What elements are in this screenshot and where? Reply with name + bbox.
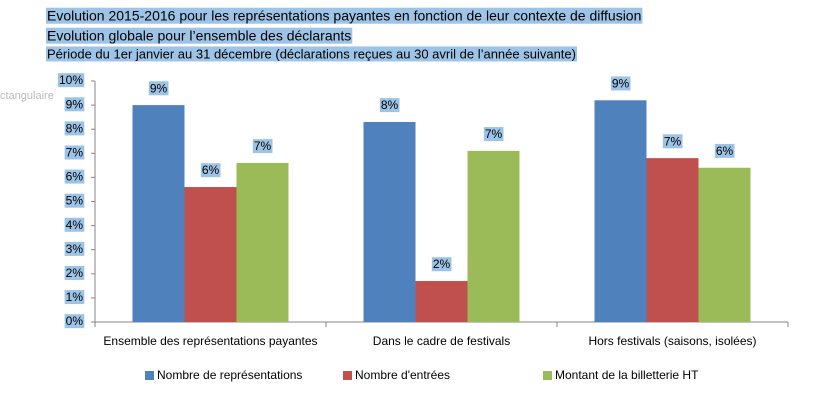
y-tick-label: 1%	[66, 290, 84, 304]
label-highlight	[148, 81, 169, 96]
label-highlight	[714, 143, 735, 158]
bar	[698, 167, 751, 322]
y-tick-label: 7%	[66, 145, 84, 159]
legend-label: Nombre de représentations	[157, 368, 302, 382]
overlay-text: ctangulaire	[0, 90, 54, 102]
value-label: 7%	[254, 139, 272, 153]
label-highlight	[610, 76, 631, 91]
label-highlight	[64, 314, 85, 329]
chart-note: Période du 1er janvier au 31 décembre (d…	[47, 46, 576, 61]
y-tick-label: 2%	[66, 266, 84, 280]
y-tick-label: 3%	[66, 242, 84, 256]
value-label: 9%	[612, 76, 630, 90]
label-highlight	[64, 265, 85, 280]
label-highlight	[64, 169, 85, 184]
chart-subtitle: Evolution globale pour l’ensemble des dé…	[47, 28, 351, 44]
value-label: 7%	[485, 127, 503, 141]
legend-label: Nombre d'entrées	[355, 368, 450, 382]
y-tick-label: 0%	[66, 314, 84, 328]
label-highlight	[64, 121, 85, 136]
bar	[363, 121, 416, 322]
y-tick-label: 9%	[66, 97, 84, 111]
legend-swatch	[343, 371, 352, 380]
label-highlight	[483, 127, 504, 142]
label-highlight	[662, 134, 683, 149]
label-highlight	[46, 27, 353, 44]
bar	[646, 158, 699, 322]
legend-swatch	[543, 371, 552, 380]
label-highlight	[431, 257, 452, 272]
bar	[467, 150, 520, 322]
y-tick-label: 5%	[66, 194, 84, 208]
value-label: 6%	[202, 163, 220, 177]
legend-label: Montant de la billetterie HT	[555, 368, 699, 382]
chart-title: Evolution 2015-2016 pour les représentat…	[47, 8, 641, 24]
bar	[236, 162, 289, 322]
bar	[594, 100, 647, 322]
y-tick-label: 8%	[66, 121, 84, 135]
label-highlight	[64, 145, 85, 160]
x-tick-label: Ensemble des représentations payantes	[103, 334, 317, 348]
label-highlight	[64, 241, 85, 256]
label-highlight	[252, 139, 273, 154]
label-highlight	[64, 290, 85, 305]
bar	[184, 187, 237, 322]
label-highlight	[46, 46, 577, 62]
y-tick-label: 6%	[66, 170, 84, 184]
x-tick-label: Hors festivals (saisons, isolées)	[588, 334, 756, 348]
legend-swatch	[145, 371, 154, 380]
label-highlight	[200, 163, 221, 178]
label-highlight	[46, 7, 643, 24]
value-label: 6%	[716, 144, 734, 158]
label-highlight	[379, 98, 400, 113]
value-label: 2%	[433, 257, 451, 271]
label-highlight	[64, 193, 85, 208]
bar	[415, 281, 468, 322]
label-highlight	[64, 97, 85, 112]
label-highlight	[64, 217, 85, 232]
y-tick-label: 4%	[66, 218, 84, 232]
x-tick-label: Dans le cadre de festivals	[373, 334, 510, 348]
y-tick-label: 10%	[59, 73, 83, 87]
label-highlight	[57, 73, 85, 88]
value-label: 9%	[150, 81, 168, 95]
value-label: 7%	[664, 134, 682, 148]
value-label: 8%	[381, 98, 399, 112]
bar	[132, 105, 185, 322]
